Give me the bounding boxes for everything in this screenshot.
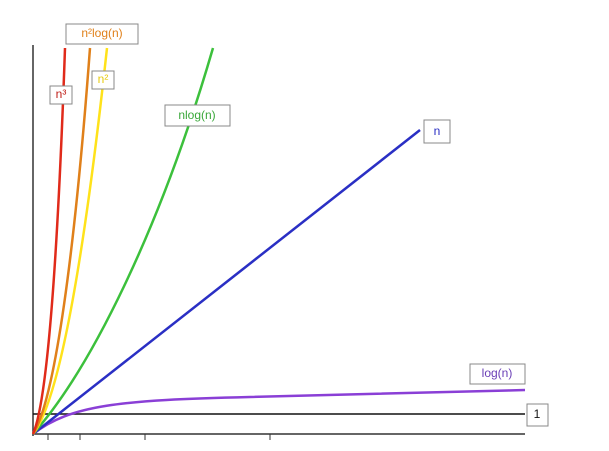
label-box	[49, 85, 73, 105]
linear-curve	[32, 129, 421, 435]
label-box	[423, 119, 451, 144]
n2-curve	[32, 47, 109, 435]
linear-label: n	[434, 124, 441, 138]
log-curve	[32, 388, 526, 435]
label-box	[526, 403, 549, 427]
label-box	[469, 363, 526, 385]
quadratic-log-label: n²log(n)	[81, 26, 122, 40]
label-box	[65, 23, 139, 45]
n3-curve	[31, 47, 67, 435]
constant-label: 1	[534, 407, 541, 421]
label-box	[164, 104, 231, 127]
logarithmic-label: log(n)	[482, 366, 513, 380]
cubic-label: n³	[56, 87, 67, 101]
linearithmic-label: nlog(n)	[178, 108, 215, 122]
quadratic-label: n²	[98, 72, 109, 86]
n2logn-curve	[31, 47, 92, 435]
label-box	[91, 70, 115, 90]
axis-ticks	[47, 434, 271, 440]
